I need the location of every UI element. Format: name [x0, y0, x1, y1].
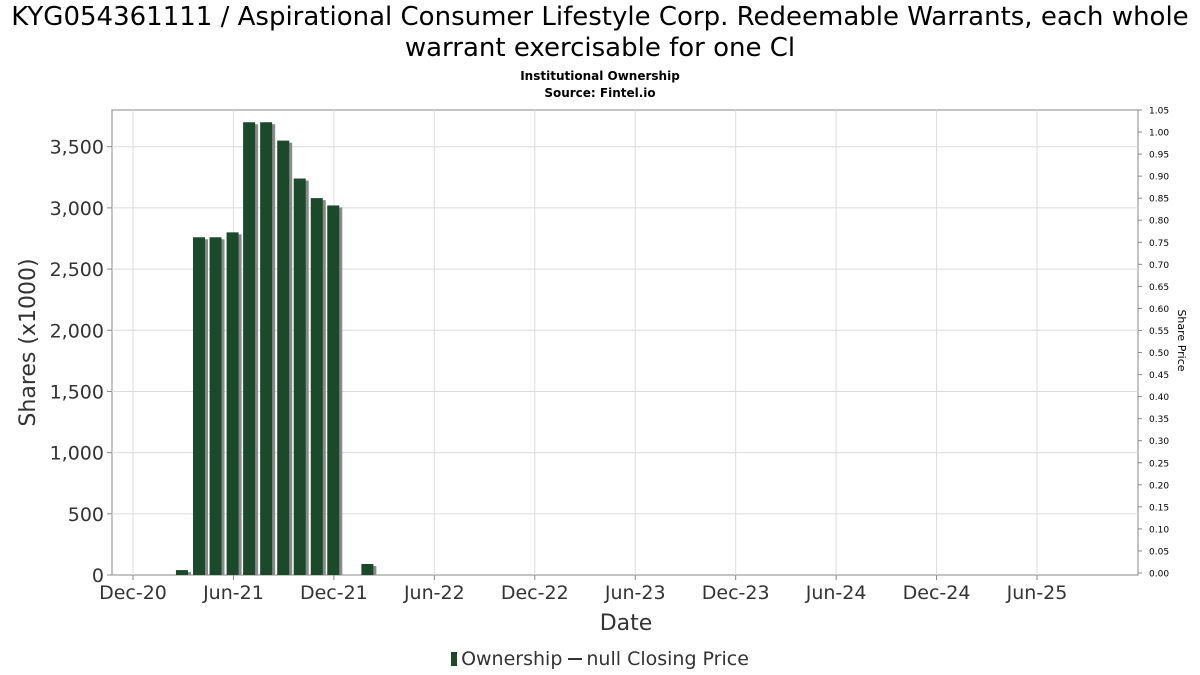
x-tick-label: Jun-25 [1006, 582, 1068, 604]
ownership-bar [175, 570, 188, 575]
ownership-bar [277, 140, 290, 575]
y2-tick-label: 0.25 [1149, 459, 1169, 469]
x-tick-label: Dec-21 [300, 582, 368, 604]
x-tick-label: Jun-24 [805, 582, 867, 604]
y2-tick-label: 1.00 [1149, 129, 1169, 139]
legend-price-label: null Closing Price [586, 648, 749, 670]
x-tick-label: Jun-21 [202, 582, 264, 604]
y-tick-label: 1,000 [50, 443, 104, 465]
x-tick-label: Dec-22 [501, 582, 569, 604]
y-tick-label: 1,500 [50, 381, 104, 403]
y2-tick-label: 0.00 [1149, 570, 1169, 580]
y-axis-label: Shares (x1000) [16, 258, 41, 426]
y2-tick-label: 0.60 [1149, 305, 1169, 315]
chart-title: KYG054361111 / Aspirational Consumer Lif… [11, 2, 1189, 63]
ownership-bar [327, 205, 340, 575]
legend-ownership-swatch [451, 652, 458, 666]
y2-tick-label: 1.05 [1149, 107, 1169, 117]
x-tick-label: Dec-24 [903, 582, 971, 604]
y2-tick-label: 0.20 [1149, 481, 1169, 491]
y2-tick-label: 0.35 [1149, 415, 1169, 425]
y2-tick-label: 0.80 [1149, 217, 1169, 227]
x-tick-label: Jun-23 [604, 582, 666, 604]
y2-tick-label: 0.65 [1149, 283, 1169, 293]
x-tick-label: Dec-23 [702, 582, 770, 604]
y2-tick-label: 0.10 [1149, 525, 1169, 535]
y-tick-label: 3,500 [50, 137, 104, 159]
y2-tick-label: 0.85 [1149, 195, 1169, 205]
y-tick-label: 3,000 [50, 198, 104, 220]
y-tick-label: 2,500 [50, 259, 104, 281]
chart-subtitle: Institutional Ownership [520, 69, 680, 83]
y-tick-label: 2,000 [50, 320, 104, 342]
ownership-bar [193, 237, 206, 575]
y2-tick-label: 0.15 [1149, 503, 1169, 513]
y2-tick-label: 0.70 [1149, 261, 1169, 271]
ownership-bar [260, 122, 273, 575]
chart-source: Source: Fintel.io [544, 86, 656, 100]
ownership-bar [243, 122, 256, 575]
ownership-bar [226, 232, 239, 576]
y2-tick-label: 0.75 [1149, 239, 1169, 249]
ownership-bar [361, 563, 374, 575]
ownership-chart: Dec-20 Jun-21 Dec-21 Jun-22 Dec-22 Jun-23 Dec-… [16, 107, 1188, 637]
y2-tick-label: 0.30 [1149, 437, 1169, 447]
legend-ownership-label: Ownership [461, 648, 563, 670]
ownership-bar [310, 198, 323, 575]
y2-tick-label: 0.90 [1149, 173, 1169, 183]
y2-tick-label: 0.45 [1149, 371, 1169, 381]
y-tick-label: 500 [68, 504, 104, 526]
x-axis-label: Date [600, 611, 653, 636]
ownership-bar [209, 237, 222, 575]
x-tick-label: Jun-22 [403, 582, 465, 604]
y-tick-label: 0 [92, 565, 104, 587]
ownership-bar [293, 178, 306, 576]
y2-tick-label: 0.50 [1149, 349, 1169, 359]
legend: Ownership null Closing Price [0, 648, 1200, 670]
legend-price-swatch [568, 658, 583, 660]
y2-tick-label: 0.05 [1149, 547, 1169, 557]
y2-tick-label: 0.95 [1149, 151, 1169, 161]
x-tick-label: Dec-20 [99, 582, 167, 604]
y2-tick-label: 0.55 [1149, 327, 1169, 337]
y2-tick-label: 0.40 [1149, 393, 1169, 403]
y2-axis-label: Share Price [1175, 309, 1188, 371]
